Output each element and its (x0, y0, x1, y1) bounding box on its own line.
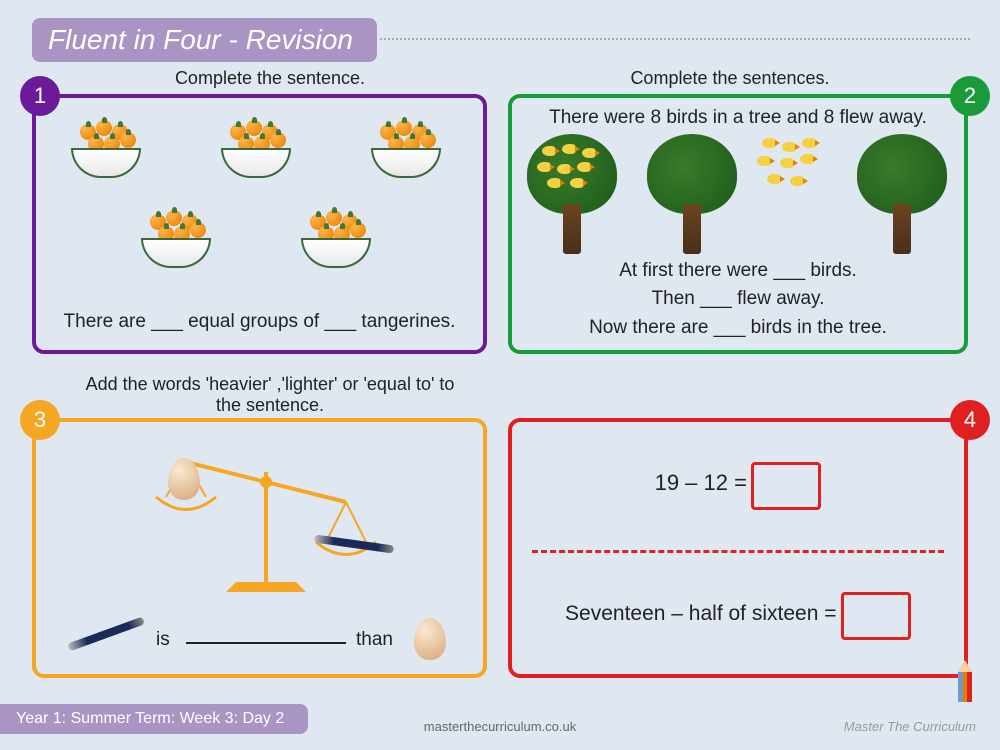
panel2-instruction: Complete the sentences. (590, 68, 870, 89)
answer-box-2[interactable] (841, 592, 911, 640)
panel1-sentence: There are ___ equal groups of ___ tanger… (36, 308, 483, 337)
badge-3: 3 (20, 400, 60, 440)
bowl (216, 118, 296, 178)
footer-url: masterthecurriculum.co.uk (424, 719, 576, 734)
tree (852, 134, 952, 254)
panel2-intro: There were 8 birds in a tree and 8 flew … (512, 104, 964, 133)
tree (642, 134, 742, 254)
equation-1: 19 – 12 = (655, 470, 747, 495)
panel3-prefix: is (156, 626, 170, 655)
dashed-divider (532, 550, 944, 553)
header-title: Fluent in Four - Revision (32, 18, 377, 62)
bowl (136, 208, 216, 268)
header-dotted-line (380, 38, 970, 40)
bowl (66, 118, 146, 178)
badge-2: 2 (950, 76, 990, 116)
panel-1: There are ___ equal groups of ___ tanger… (32, 94, 487, 354)
badge-1: 1 (20, 76, 60, 116)
bowl (366, 118, 446, 178)
panel2-line1: At first there were ___ birds. (512, 257, 964, 286)
footer-logo: Master The Curriculum (844, 719, 976, 734)
blank-line (186, 642, 346, 644)
panel-3: is than (32, 418, 487, 678)
answer-box-1[interactable] (751, 462, 821, 510)
badge-4: 4 (950, 400, 990, 440)
equation-2: Seventeen – half of sixteen = (565, 602, 836, 625)
bowl (296, 208, 376, 268)
panel-4: 19 – 12 = Seventeen – half of sixteen = (508, 418, 968, 678)
panel-2: There were 8 birds in a tree and 8 flew … (508, 94, 968, 354)
tree-with-birds (522, 134, 622, 254)
egg-label-icon (414, 618, 446, 660)
panel3-instruction: Add the words 'heavier' ,'lighter' or 'e… (80, 374, 460, 416)
panel3-suffix: than (356, 626, 393, 655)
panel2-line2: Then ___ flew away. (512, 285, 964, 314)
balance-scale (136, 432, 396, 612)
egg-on-scale (168, 458, 200, 500)
panel1-instruction: Complete the sentence. (130, 68, 410, 89)
footer-label: Year 1: Summer Term: Week 3: Day 2 (0, 704, 308, 734)
birds-flying (752, 138, 842, 218)
pencil-icon (950, 660, 980, 710)
pen-label-icon (67, 617, 145, 652)
panel2-line3: Now there are ___ birds in the tree. (512, 314, 964, 343)
